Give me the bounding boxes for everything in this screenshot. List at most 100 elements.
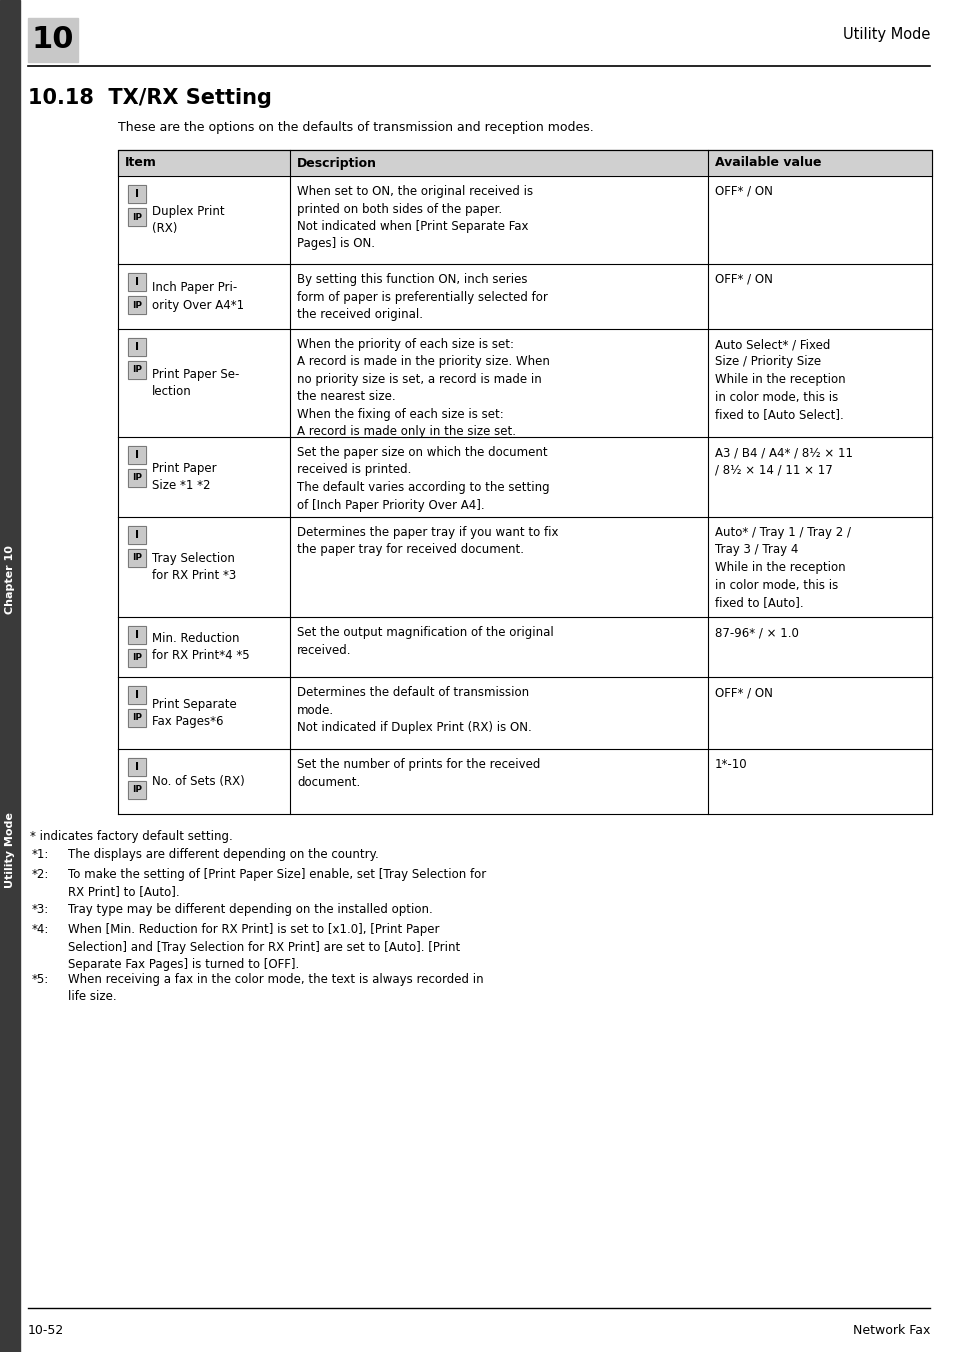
Text: I: I [135, 690, 139, 700]
Text: *2:: *2: [32, 868, 50, 882]
Text: I: I [135, 277, 139, 287]
Bar [128, 469, 146, 487]
Text: To make the setting of [Print Paper Size] enable, set [Tray Selection for
RX Pri: To make the setting of [Print Paper Size… [68, 868, 486, 899]
Text: *3:: *3: [32, 903, 50, 917]
Bar [118, 677, 931, 749]
Text: OFF* / ON: OFF* / ON [714, 685, 772, 699]
Bar [128, 549, 146, 566]
Bar [128, 708, 146, 727]
Bar [128, 649, 146, 667]
Bar [128, 208, 146, 226]
Text: IP: IP [132, 553, 142, 562]
Bar [128, 361, 146, 379]
Text: *1:: *1: [32, 848, 50, 861]
Bar [118, 176, 931, 264]
Text: Print Separate
Fax Pages*6: Print Separate Fax Pages*6 [152, 698, 236, 727]
Bar [128, 526, 146, 544]
Text: Print Paper Se-
lection: Print Paper Se- lection [152, 368, 239, 397]
Bar [128, 526, 146, 544]
Text: I: I [135, 763, 139, 772]
Text: 10: 10 [31, 26, 74, 54]
Bar [128, 446, 146, 464]
Text: IP: IP [132, 473, 142, 483]
Bar [128, 469, 146, 487]
Text: When receiving a fax in the color mode, the text is always recorded in
life size: When receiving a fax in the color mode, … [68, 973, 483, 1003]
Text: I: I [135, 630, 139, 639]
Text: Determines the default of transmission
mode.
Not indicated if Duplex Print (RX) : Determines the default of transmission m… [296, 685, 531, 734]
Bar [118, 264, 931, 329]
Text: I: I [135, 342, 139, 352]
Text: 10-52: 10-52 [28, 1324, 64, 1337]
Text: Description: Description [296, 157, 376, 169]
Bar [128, 185, 146, 203]
Text: Tray Selection
for RX Print *3: Tray Selection for RX Print *3 [152, 552, 236, 581]
Bar [128, 758, 146, 776]
Text: *5:: *5: [32, 973, 50, 986]
Text: IP: IP [132, 365, 142, 375]
Text: A3 / B4 / A4* / 8½ × 11
/ 8½ × 14 / 11 × 17: A3 / B4 / A4* / 8½ × 11 / 8½ × 14 / 11 ×… [714, 446, 852, 476]
Text: Print Paper
Size *1 *2: Print Paper Size *1 *2 [152, 462, 216, 492]
Text: Auto* / Tray 1 / Tray 2 /
Tray 3 / Tray 4
While in the reception
in color mode, : Auto* / Tray 1 / Tray 2 / Tray 3 / Tray … [714, 526, 850, 608]
Bar [128, 685, 146, 704]
Bar [128, 208, 146, 226]
Text: Item: Item [125, 157, 156, 169]
Text: When [Min. Reduction for RX Print] is set to [x1.0], [Print Paper
Selection] and: When [Min. Reduction for RX Print] is se… [68, 923, 459, 971]
Bar [128, 626, 146, 644]
Text: Utility Mode: Utility Mode [841, 27, 929, 42]
Bar [128, 446, 146, 464]
Text: 1*-10: 1*-10 [714, 758, 747, 771]
Text: Tray type may be different depending on the installed option.: Tray type may be different depending on … [68, 903, 433, 917]
Bar [128, 626, 146, 644]
Text: OFF* / ON: OFF* / ON [714, 273, 772, 287]
Bar [118, 516, 931, 617]
Text: Determines the paper tray if you want to fix
the paper tray for received documen: Determines the paper tray if you want to… [296, 526, 558, 557]
Text: Duplex Print
(RX): Duplex Print (RX) [152, 206, 224, 235]
Text: Set the paper size on which the document
received is printed.
The default varies: Set the paper size on which the document… [296, 446, 549, 511]
Bar [118, 437, 931, 516]
Bar [118, 150, 931, 176]
Bar [118, 329, 931, 437]
Bar [128, 758, 146, 776]
Bar [118, 150, 931, 176]
Text: IP: IP [132, 653, 142, 662]
Text: Min. Reduction
for RX Print*4 *5: Min. Reduction for RX Print*4 *5 [152, 631, 250, 662]
Text: IP: IP [132, 212, 142, 222]
Text: Network Fax: Network Fax [852, 1324, 929, 1337]
Text: Auto Select* / Fixed
Size / Priority Size
While in the reception
in color mode, : Auto Select* / Fixed Size / Priority Siz… [714, 338, 844, 420]
Text: When set to ON, the original received is
printed on both sides of the paper.
Not: When set to ON, the original received is… [296, 185, 533, 250]
Bar [28, 18, 78, 62]
Text: By setting this function ON, inch series
form of paper is preferentially selecte: By setting this function ON, inch series… [296, 273, 547, 320]
Bar [128, 296, 146, 314]
Text: Set the output magnification of the original
received.: Set the output magnification of the orig… [296, 626, 553, 657]
Text: * indicates factory default setting.: * indicates factory default setting. [30, 830, 233, 844]
Text: OFF* / ON: OFF* / ON [714, 185, 772, 197]
Text: The displays are different depending on the country.: The displays are different depending on … [68, 848, 378, 861]
Text: Set the number of prints for the received
document.: Set the number of prints for the receive… [296, 758, 539, 788]
Text: *4:: *4: [32, 923, 50, 936]
Text: Inch Paper Pri-
ority Over A4*1: Inch Paper Pri- ority Over A4*1 [152, 281, 244, 311]
Bar [128, 685, 146, 704]
Text: IP: IP [132, 300, 142, 310]
Bar [128, 781, 146, 799]
Bar [128, 549, 146, 566]
Text: I: I [135, 530, 139, 539]
Bar [128, 338, 146, 356]
Bar [128, 708, 146, 727]
Bar [128, 361, 146, 379]
Text: When the priority of each size is set:
A record is made in the priority size. Wh: When the priority of each size is set: A… [296, 338, 549, 438]
Bar [128, 296, 146, 314]
Text: I: I [135, 450, 139, 460]
Text: IP: IP [132, 786, 142, 795]
Bar [128, 273, 146, 291]
Bar [0, 0, 20, 1352]
Text: Available value: Available value [714, 157, 821, 169]
Text: 10.18  TX/RX Setting: 10.18 TX/RX Setting [28, 88, 272, 108]
Text: IP: IP [132, 714, 142, 722]
Bar [118, 749, 931, 814]
Bar [118, 617, 931, 677]
Text: 87-96* / × 1.0: 87-96* / × 1.0 [714, 626, 798, 639]
Bar [128, 781, 146, 799]
Text: These are the options on the defaults of transmission and reception modes.: These are the options on the defaults of… [118, 122, 593, 134]
Bar [128, 338, 146, 356]
Text: No. of Sets (RX): No. of Sets (RX) [152, 775, 245, 788]
